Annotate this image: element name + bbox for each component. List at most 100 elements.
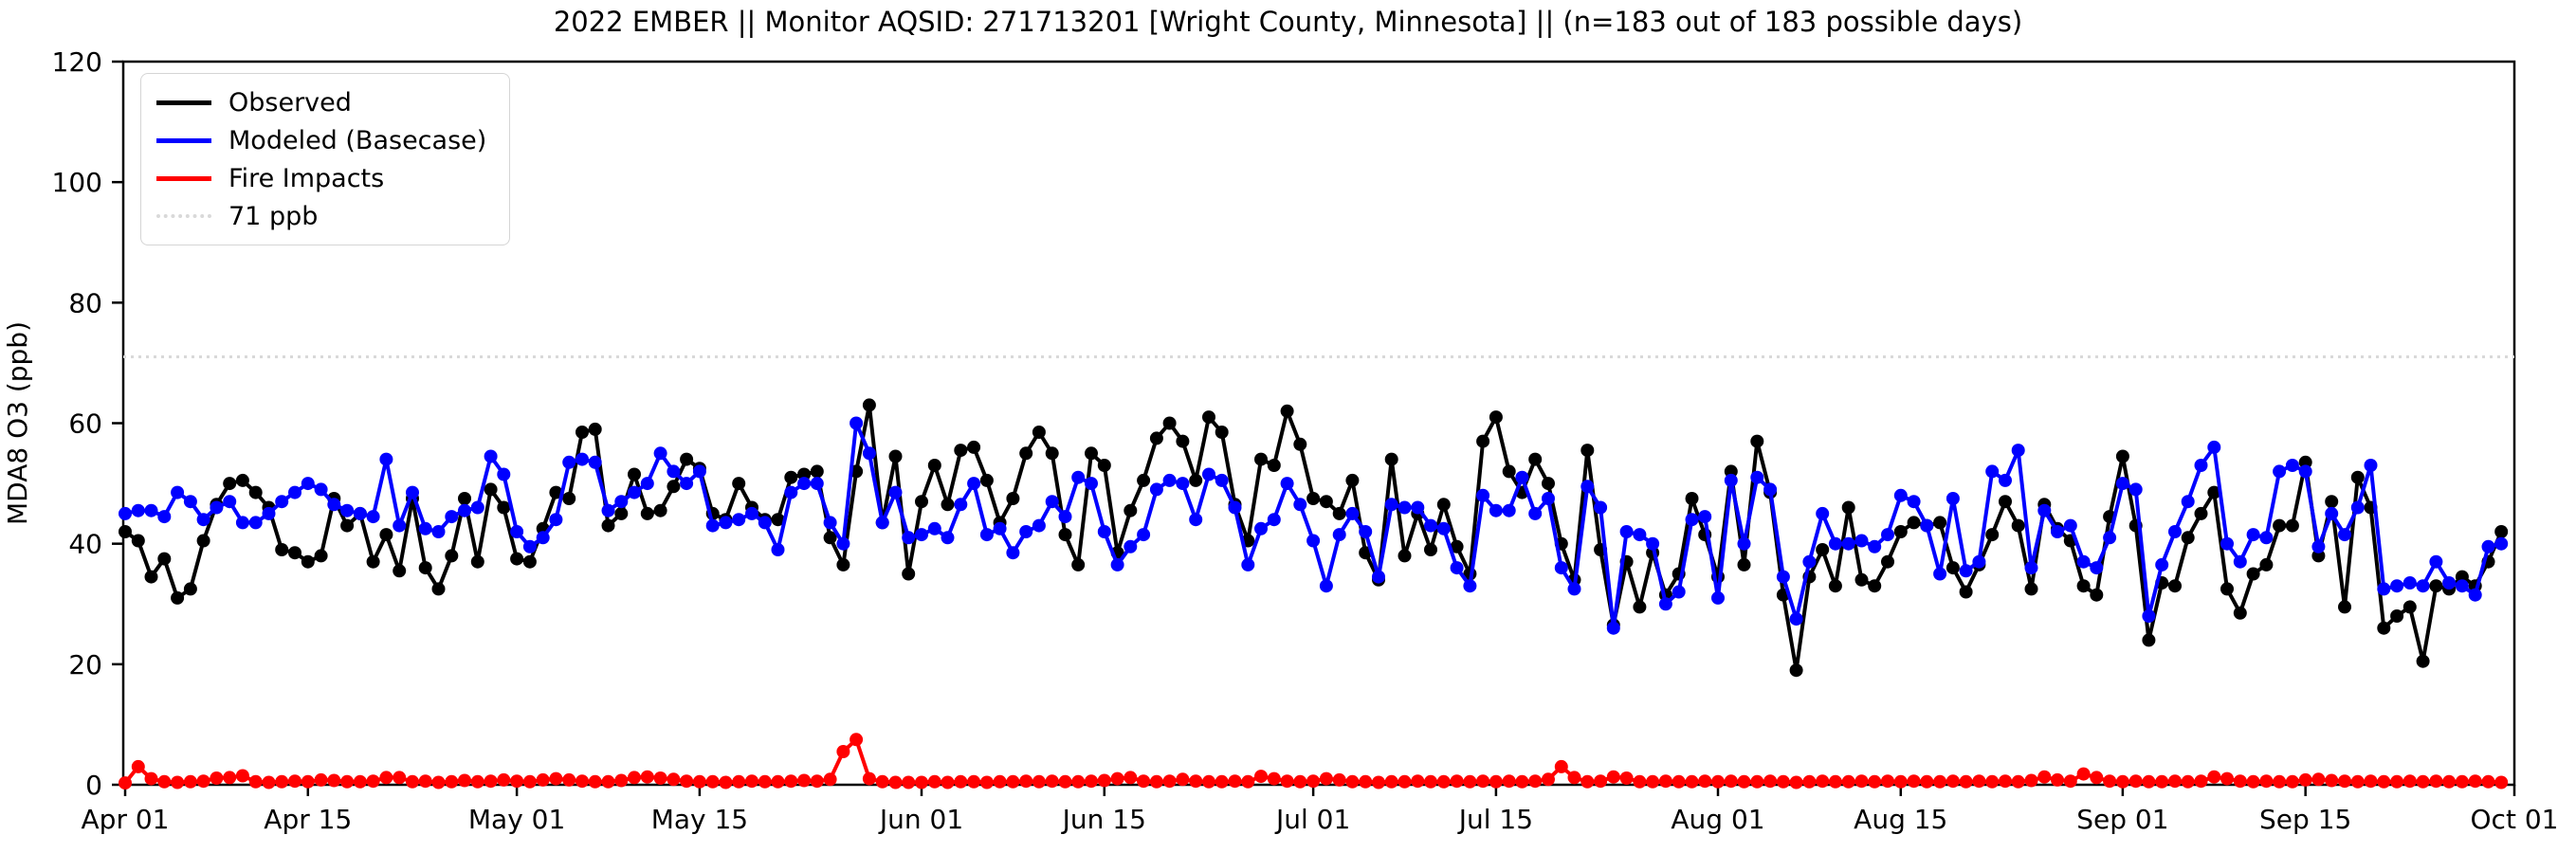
- data-point: [1854, 572, 1869, 587]
- data-point: [588, 774, 602, 789]
- data-point: [784, 485, 798, 499]
- data-point: [2168, 774, 2182, 789]
- data-point: [2011, 444, 2025, 458]
- data-point: [705, 774, 720, 789]
- data-point: [1463, 579, 1477, 593]
- data-point: [1946, 561, 1960, 575]
- data-point: [2076, 554, 2091, 569]
- data-point: [1658, 597, 1672, 611]
- data-point: [2024, 582, 2038, 596]
- data-point: [1985, 528, 2000, 542]
- data-point: [1241, 557, 1255, 572]
- data-point: [1606, 770, 1620, 784]
- data-point: [549, 485, 563, 499]
- data-point: [1293, 437, 1307, 451]
- data-point: [549, 513, 563, 527]
- data-point: [2416, 579, 2430, 593]
- legend-label: Fire Impacts: [228, 163, 385, 193]
- data-point: [2325, 495, 2339, 509]
- data-point: [954, 498, 968, 512]
- data-point: [2273, 774, 2287, 789]
- data-point: [1306, 534, 1321, 548]
- data-point: [1750, 470, 1764, 484]
- data-point: [2155, 774, 2169, 789]
- data-point: [927, 459, 941, 472]
- data-point: [2220, 582, 2234, 596]
- data-point: [1149, 431, 1163, 445]
- data-point: [2298, 772, 2312, 787]
- data-point: [301, 477, 315, 491]
- data-point: [1045, 495, 1059, 509]
- data-point: [1384, 498, 1398, 512]
- data-point: [1032, 518, 1046, 533]
- data-point: [1907, 516, 1921, 530]
- data-point: [1841, 500, 1855, 515]
- data-point: [1280, 404, 1294, 418]
- data-point: [1868, 774, 1882, 789]
- data-point: [2115, 477, 2129, 491]
- data-point: [2285, 774, 2299, 789]
- data-point: [628, 467, 641, 481]
- data-point: [1045, 446, 1059, 461]
- data-point: [1097, 459, 1111, 472]
- data-point: [1959, 564, 1973, 578]
- data-point: [1515, 774, 1529, 789]
- data-point: [680, 477, 694, 491]
- data-point: [1162, 416, 1177, 430]
- data-point: [1999, 774, 2012, 789]
- data-point: [1737, 536, 1751, 551]
- data-point: [418, 521, 432, 535]
- x-tick-label: Apr 01: [82, 804, 170, 835]
- data-point: [2429, 579, 2443, 593]
- data-point: [2298, 464, 2312, 479]
- data-point: [2194, 459, 2208, 472]
- data-point: [171, 485, 185, 499]
- y-tick-label: 60: [68, 408, 102, 440]
- data-point: [601, 503, 615, 517]
- data-point: [1019, 525, 1033, 538]
- data-point: [1450, 539, 1464, 554]
- data-point: [1384, 774, 1398, 789]
- data-point: [2194, 774, 2208, 789]
- data-point: [1828, 536, 1842, 551]
- legend-label: Observed: [228, 87, 352, 118]
- data-point: [862, 398, 876, 412]
- data-point: [732, 513, 746, 527]
- data-point: [1476, 488, 1490, 502]
- data-point: [445, 510, 459, 524]
- data-point: [2259, 531, 2274, 545]
- data-point: [1619, 771, 1634, 785]
- data-point: [1110, 771, 1124, 786]
- data-point: [2246, 774, 2260, 789]
- data-point: [1436, 774, 1451, 789]
- data-point: [1319, 771, 1333, 786]
- data-point: [2142, 774, 2156, 789]
- data-point: [1398, 500, 1412, 515]
- data-point: [1502, 503, 1516, 517]
- data-point: [1816, 543, 1830, 556]
- data-point: [2429, 774, 2443, 789]
- data-point: [915, 528, 928, 542]
- data-point: [248, 516, 263, 530]
- data-point: [1124, 771, 1138, 785]
- data-point: [1816, 506, 1830, 520]
- data-point: [1789, 775, 1803, 789]
- data-point: [2024, 773, 2038, 788]
- data-point: [823, 772, 837, 787]
- data-point: [771, 774, 785, 789]
- data-point: [536, 772, 550, 787]
- data-point: [1006, 546, 1020, 560]
- data-point: [1711, 774, 1725, 789]
- data-point: [1985, 774, 2000, 789]
- data-point: [836, 557, 850, 572]
- data-point: [484, 449, 498, 463]
- data-point: [1176, 477, 1190, 491]
- data-point: [248, 774, 263, 789]
- data-point: [1032, 774, 1046, 789]
- data-point: [484, 774, 498, 789]
- data-point: [1763, 774, 1778, 789]
- data-point: [522, 774, 537, 789]
- data-point: [719, 775, 733, 789]
- data-point: [1254, 770, 1268, 784]
- legend-line-sample: [156, 100, 211, 105]
